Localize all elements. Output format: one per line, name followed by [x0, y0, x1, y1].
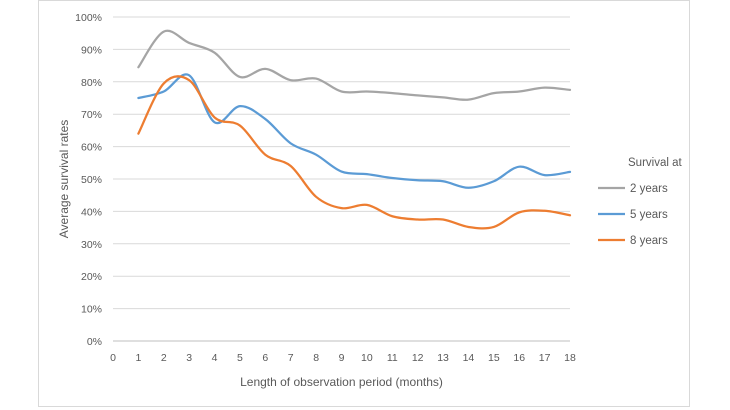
legend-title: Survival at: [628, 157, 682, 169]
y-tick-label: 100%: [75, 12, 102, 24]
y-tick-label: 90%: [81, 44, 102, 56]
x-tick-label: 4: [212, 352, 218, 364]
x-axis-title: Length of observation period (months): [240, 375, 443, 389]
x-tick-label: 1: [135, 352, 141, 364]
x-tick-label: 11: [387, 352, 398, 364]
x-tick-label: 0: [110, 352, 116, 364]
y-tick-label: 30%: [81, 239, 102, 251]
x-tick-label: 6: [262, 352, 268, 364]
x-tick-label: 17: [539, 352, 551, 364]
x-tick-label: 10: [361, 352, 373, 364]
series-lines: [137, 29, 572, 230]
x-tick-label: 18: [564, 352, 576, 364]
y-tick-label: 40%: [81, 206, 102, 218]
series-line-2-years: [137, 29, 572, 101]
y-tick-label: 50%: [81, 174, 102, 186]
y-tick-label: 60%: [81, 142, 102, 154]
chart-frame: [38, 0, 690, 407]
y-axis-title: Average survival rates: [57, 120, 71, 239]
y-tick-label: 20%: [81, 271, 102, 283]
x-tick-label: 9: [339, 352, 345, 364]
legend: Survival at 2 years 5 years 8 years: [598, 157, 682, 247]
x-tick-label: 2: [161, 352, 167, 364]
x-tick-label: 5: [237, 352, 243, 364]
series-line-8-years: [137, 75, 572, 230]
x-tick-label: 14: [463, 352, 475, 364]
x-tick-label: 12: [412, 352, 424, 364]
legend-entry: 5 years: [630, 209, 668, 221]
y-tick-label: 80%: [81, 77, 102, 89]
x-tick-label: 7: [288, 352, 294, 364]
legend-entry: 2 years: [630, 183, 668, 195]
legend-entry: 8 years: [630, 235, 668, 247]
x-tick-label: 3: [186, 352, 192, 364]
y-tick-label: 70%: [81, 109, 102, 121]
x-tick-label: 16: [513, 352, 525, 364]
y-tick-label: 0%: [87, 336, 102, 348]
series-line-5-years: [137, 73, 572, 189]
gridlines: [113, 16, 570, 310]
x-tick-label: 15: [488, 352, 500, 364]
axes: 0%10%20%30%40%50%60%70%80%90%100%0 1 2 3 4 5 6…: [75, 12, 576, 364]
x-tick-label: 8: [313, 352, 319, 364]
x-tick-label: 13: [437, 352, 449, 364]
y-tick-label: 10%: [81, 304, 102, 316]
